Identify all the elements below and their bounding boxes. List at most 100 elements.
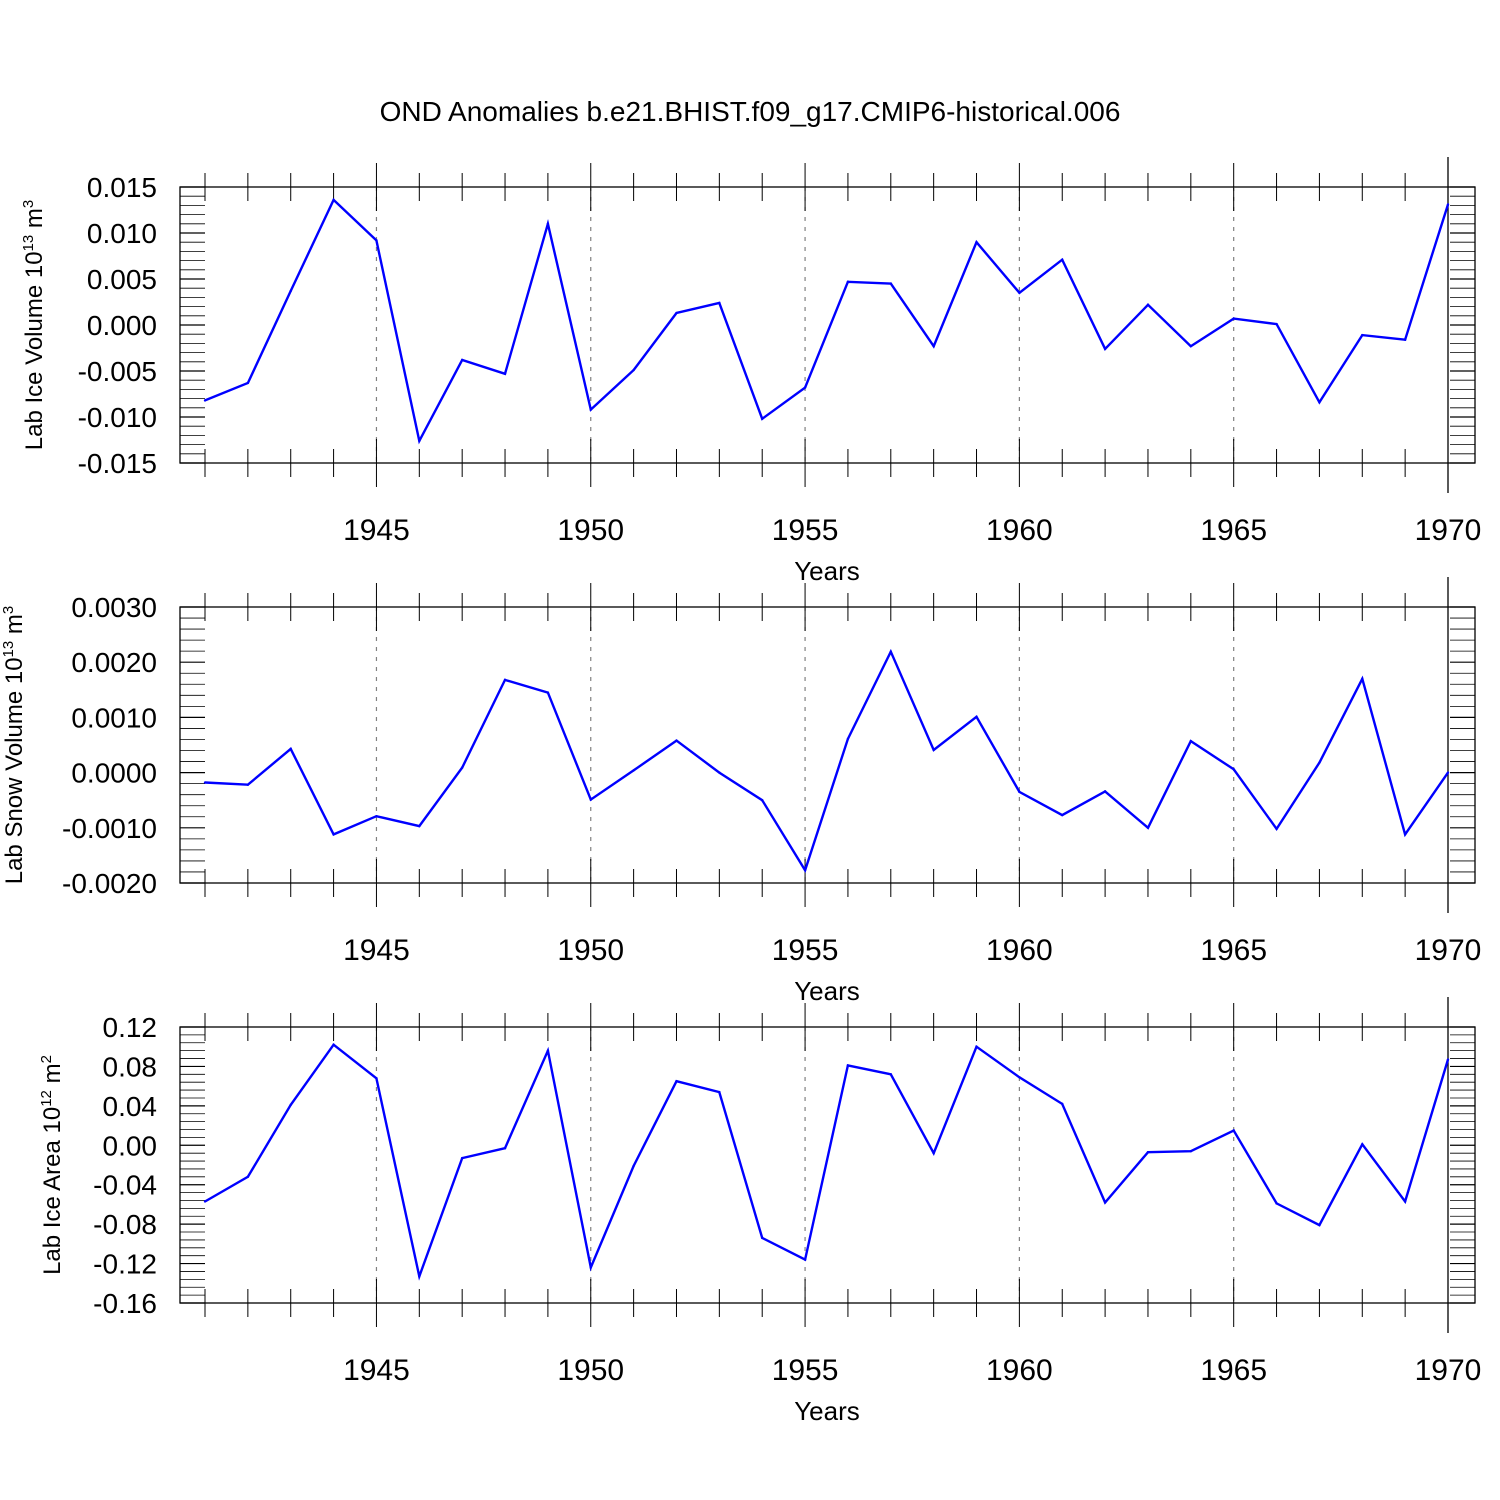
data-point bbox=[1446, 1058, 1450, 1061]
data-point bbox=[503, 372, 507, 375]
x-tick-label: 1950 bbox=[557, 934, 624, 967]
data-point bbox=[1146, 303, 1150, 306]
data-point bbox=[289, 747, 292, 751]
data-point bbox=[1446, 203, 1450, 206]
y-tick-label: -0.005 bbox=[78, 356, 157, 387]
plot-frame bbox=[179, 1026, 1476, 1304]
y-tick-label: -0.04 bbox=[93, 1170, 157, 1201]
y-tick-label: 0.010 bbox=[87, 218, 157, 249]
x-tick-label: 1960 bbox=[986, 934, 1053, 967]
data-point bbox=[589, 408, 592, 411]
data-point bbox=[1403, 833, 1407, 836]
data-point bbox=[1061, 1102, 1064, 1106]
chart-panel-1: -0.015 -0.010 -0.005 0.000 0.005 0.010 0.015 19… bbox=[20, 157, 1481, 586]
data-point bbox=[1361, 333, 1364, 337]
x-tick-label: 1965 bbox=[1200, 514, 1267, 547]
x-tick-label: 1965 bbox=[1200, 934, 1267, 967]
data-point bbox=[289, 1103, 292, 1107]
x-tick-label: 1960 bbox=[986, 514, 1053, 547]
data-point bbox=[203, 399, 207, 402]
data-point bbox=[460, 766, 464, 769]
y-axis-label: Lab Snow Volume 1013 m3 bbox=[0, 606, 28, 885]
data-series-line bbox=[204, 648, 1449, 874]
data-point bbox=[332, 1043, 335, 1046]
data-point bbox=[846, 1064, 850, 1067]
data-point bbox=[1361, 677, 1364, 680]
x-axis-label: Years bbox=[794, 1396, 860, 1426]
data-point bbox=[418, 1275, 421, 1278]
data-point bbox=[803, 1258, 807, 1261]
y-tick-label: 0.12 bbox=[103, 1012, 158, 1043]
y-tick-label: -0.16 bbox=[93, 1288, 157, 1319]
y-tick-label: 0.015 bbox=[87, 172, 157, 203]
data-point bbox=[975, 1045, 978, 1048]
data-point bbox=[1189, 1150, 1193, 1153]
data-point bbox=[203, 1200, 207, 1203]
data-point bbox=[1189, 344, 1193, 348]
data-point bbox=[503, 1147, 507, 1150]
data-point bbox=[1275, 827, 1278, 831]
y-tick-label: -0.010 bbox=[78, 402, 157, 433]
chart-panel-2: -0.0020 -0.0010 0.0000 0.0010 0.0020 0.0030 19… bbox=[0, 577, 1481, 1006]
y-tick-label: 0.0010 bbox=[71, 702, 157, 733]
data-point bbox=[1361, 1143, 1364, 1146]
data-point bbox=[889, 282, 892, 285]
x-tick-label: 1960 bbox=[986, 1354, 1053, 1387]
data-point bbox=[1061, 258, 1064, 261]
data-point bbox=[546, 1049, 550, 1052]
y-tick-label: -0.015 bbox=[78, 448, 157, 479]
data-point bbox=[675, 311, 678, 315]
x-tick-label: 1970 bbox=[1415, 1354, 1482, 1387]
x-tick-label: 1970 bbox=[1415, 934, 1482, 967]
chart-panel-3: -0.16 -0.12 -0.08 -0.04 0.00 0.04 0.08 0.12 1945… bbox=[38, 997, 1481, 1426]
data-point bbox=[1103, 790, 1107, 793]
data-point bbox=[546, 222, 550, 225]
data-point bbox=[332, 833, 335, 836]
data-point bbox=[1232, 1129, 1235, 1132]
data-point bbox=[718, 771, 721, 774]
data-point bbox=[803, 869, 807, 872]
x-tick-label: 1950 bbox=[557, 1354, 624, 1387]
data-point bbox=[1318, 401, 1321, 404]
x-axis-label: Years bbox=[794, 976, 860, 1006]
y-tick-label: 0.0030 bbox=[71, 592, 157, 623]
data-point bbox=[932, 344, 935, 348]
data-point bbox=[803, 386, 807, 389]
data-point bbox=[418, 439, 421, 443]
data-point bbox=[589, 798, 592, 801]
data-point bbox=[632, 368, 635, 372]
x-tick-label: 1945 bbox=[343, 1354, 410, 1387]
plot-frame bbox=[179, 606, 1476, 884]
data-point bbox=[932, 748, 935, 752]
y-tick-label: 0.08 bbox=[103, 1051, 158, 1082]
data-point bbox=[1103, 1201, 1107, 1204]
data-point bbox=[1018, 291, 1021, 294]
x-tick-label: 1945 bbox=[343, 934, 410, 967]
x-tick-label: 1955 bbox=[772, 1354, 839, 1387]
data-point bbox=[1232, 317, 1235, 320]
data-series-line bbox=[204, 1042, 1450, 1281]
data-point bbox=[675, 739, 678, 742]
y-tick-label: -0.12 bbox=[93, 1249, 157, 1280]
data-point bbox=[1446, 771, 1450, 774]
data-point bbox=[1318, 761, 1321, 764]
data-point bbox=[375, 1077, 378, 1080]
data-point bbox=[1061, 813, 1064, 817]
data-point bbox=[418, 824, 421, 828]
y-tick-label: 0.0020 bbox=[71, 647, 157, 678]
data-point bbox=[246, 381, 250, 385]
data-point bbox=[632, 1164, 635, 1168]
data-point bbox=[375, 239, 378, 242]
data-point bbox=[375, 815, 378, 818]
data-point bbox=[1146, 826, 1150, 829]
data-point bbox=[761, 1236, 764, 1240]
data-point bbox=[289, 289, 292, 293]
data-series-line bbox=[204, 197, 1450, 445]
y-tick-label: 0.000 bbox=[87, 310, 157, 341]
data-point bbox=[1189, 739, 1193, 743]
plot-frame bbox=[179, 186, 1476, 464]
data-point bbox=[546, 691, 550, 694]
x-tick-label: 1955 bbox=[772, 934, 839, 967]
data-point bbox=[332, 198, 335, 202]
